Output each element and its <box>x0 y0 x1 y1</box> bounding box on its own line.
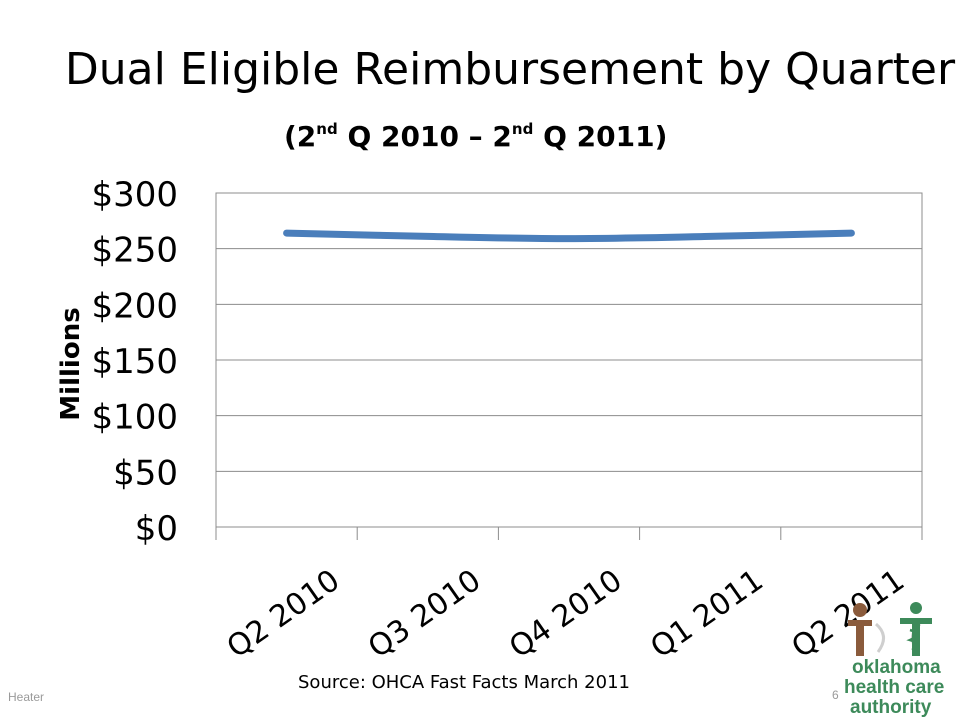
logo-text-line: authority <box>850 697 932 718</box>
series-group <box>283 229 855 243</box>
subtitle-superscript: nd <box>316 120 338 138</box>
y-tick-label: $100 <box>91 398 178 438</box>
y-tick-label: $300 <box>91 175 178 215</box>
subtitle-part: Q 2011) <box>533 120 668 153</box>
x-tick-label: Q1 2011 <box>644 563 769 665</box>
series-line <box>283 229 855 243</box>
subtitle-superscript: nd <box>511 120 534 138</box>
y-tick-label: $150 <box>91 342 178 382</box>
slide-title: Dual Eligible Reimbursement by Quarter <box>64 44 956 95</box>
y-tick-labels: $0 $50 $100 $150 $200 $250 $300 <box>91 175 178 549</box>
logo-text-line: health care <box>844 677 945 698</box>
y-tick-label: $0 <box>135 509 178 549</box>
page-number: 6 <box>832 688 839 702</box>
axes <box>215 192 923 540</box>
y-tick-label: $200 <box>91 286 178 326</box>
y-axis-label: Millions <box>56 307 86 420</box>
gridlines <box>216 192 922 528</box>
plot-area-border <box>215 192 923 528</box>
ohca-logo: oklahoma health care authority <box>838 600 958 718</box>
y-tick-label: $250 <box>91 231 178 271</box>
data-point <box>427 235 429 237</box>
x-tick-labels: Q2 2010 Q3 2010 Q4 2010 Q1 2011 Q2 2011 <box>221 563 911 665</box>
x-tick-label: Q4 2010 <box>503 563 628 665</box>
data-point <box>568 238 570 240</box>
chart-subtitle: (2nd Q 2010 – 2nd Q 2011) <box>284 120 667 153</box>
data-point <box>709 235 711 237</box>
y-tick-label: $50 <box>113 453 178 493</box>
subtitle-part: Q 2010 – 2 <box>337 120 512 153</box>
data-point <box>286 232 288 234</box>
x-tick-label: Q2 2010 <box>221 563 346 665</box>
logo-text-line: oklahoma <box>852 657 941 678</box>
data-point <box>850 232 852 234</box>
ohca-logo-icon <box>848 602 932 656</box>
subtitle-part: (2 <box>284 120 317 153</box>
source-note: Source: OHCA Fast Facts March 2011 <box>298 672 630 693</box>
footer-author: Heater <box>8 690 45 704</box>
x-tick-label: Q3 2010 <box>362 563 487 665</box>
